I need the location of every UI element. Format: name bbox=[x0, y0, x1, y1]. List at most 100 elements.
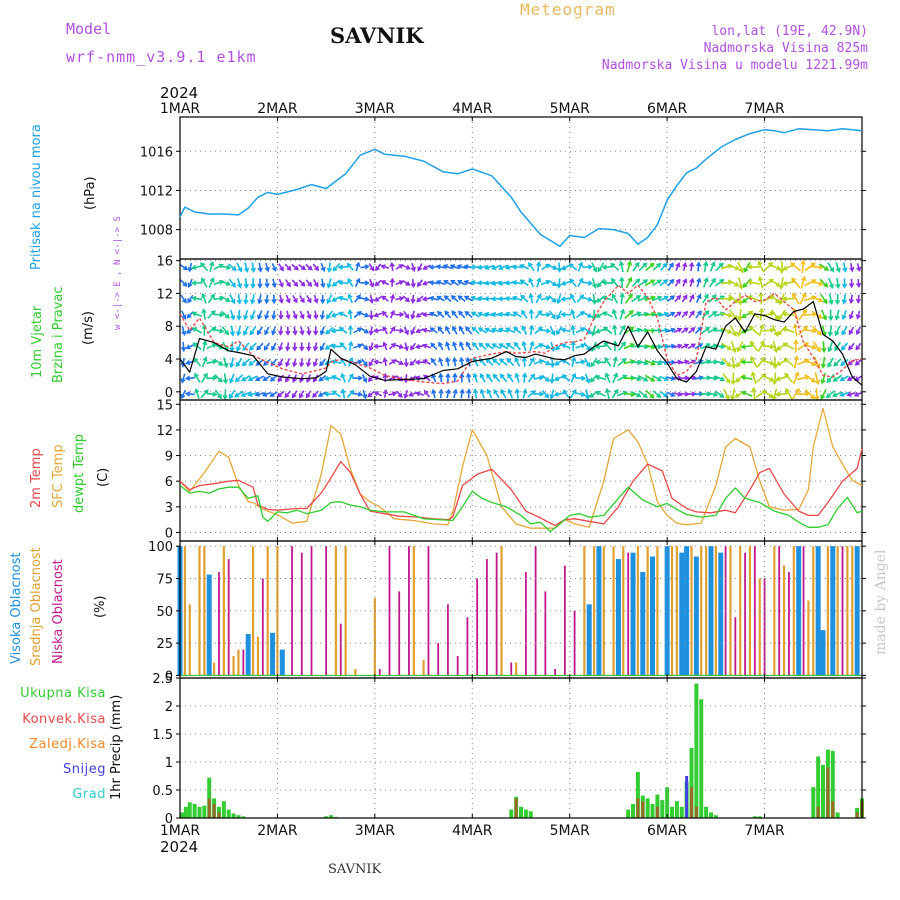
precip-bar bbox=[329, 815, 334, 818]
cloud-bar bbox=[510, 662, 513, 676]
cloud-bar bbox=[612, 546, 615, 676]
precip-bar bbox=[207, 777, 212, 818]
precip-bar bbox=[226, 809, 231, 818]
precip-bar bbox=[699, 699, 704, 818]
cloud-bar bbox=[807, 600, 810, 676]
precip-bar bbox=[816, 756, 821, 818]
cloud-bar bbox=[573, 610, 576, 676]
cloud-bar bbox=[339, 623, 342, 676]
precip-bar bbox=[670, 806, 675, 818]
ytick-label: 16 bbox=[156, 255, 173, 270]
cloud-bar bbox=[251, 546, 255, 676]
xlabel-bottom: 3MAR bbox=[355, 823, 396, 839]
legend-hail: Grad bbox=[72, 787, 106, 802]
cloud-bar bbox=[354, 668, 357, 676]
ytick-label: 1012 bbox=[140, 184, 173, 199]
cloud-bar bbox=[670, 546, 674, 676]
precip-bar bbox=[650, 804, 655, 818]
cloud-bar bbox=[773, 546, 776, 676]
precip-bar bbox=[514, 798, 518, 818]
cloud-bar bbox=[266, 546, 269, 676]
cloud-bar bbox=[826, 546, 829, 676]
wind-speed-line bbox=[179, 301, 863, 386]
cloud-bar bbox=[836, 546, 839, 676]
cloud-bar bbox=[830, 546, 836, 676]
cloud-bar bbox=[279, 649, 285, 676]
precip-bar bbox=[192, 804, 197, 818]
ytick-label: 2.5 bbox=[152, 672, 173, 687]
pressure-line bbox=[179, 128, 863, 248]
ytick-label: 1008 bbox=[140, 224, 173, 239]
precip-bar bbox=[690, 787, 693, 818]
cloud-bar bbox=[245, 634, 251, 676]
cloud-bar bbox=[544, 591, 547, 676]
precip-bar bbox=[835, 812, 840, 818]
precip-bar bbox=[685, 776, 689, 818]
ytick-label: 6 bbox=[165, 475, 173, 490]
cloud-bar bbox=[718, 552, 724, 676]
cloud-bar bbox=[276, 546, 279, 676]
cloud-bar bbox=[554, 668, 556, 676]
precip-bar bbox=[831, 801, 835, 818]
model-name: wrf-nmm_v3.9.1 e1km bbox=[66, 48, 257, 66]
ytick-label: 4 bbox=[165, 353, 173, 368]
precip-bar bbox=[217, 812, 221, 818]
legend-freezing-precip: Zaledj.Kisa bbox=[29, 737, 106, 752]
cloud-bar bbox=[437, 643, 440, 676]
ytick-label: 75 bbox=[156, 572, 173, 587]
precip-bar bbox=[519, 806, 523, 818]
ytick-label: 3 bbox=[165, 501, 173, 516]
ytick-label: 2 bbox=[165, 700, 173, 715]
ytick-label: 0 bbox=[165, 386, 173, 401]
cloud-bar bbox=[640, 572, 646, 676]
cloud-bar bbox=[188, 604, 191, 676]
precip-bar bbox=[631, 804, 636, 818]
cloud-bar bbox=[218, 572, 220, 676]
cloud-bar bbox=[427, 546, 430, 676]
cloud-bar bbox=[792, 546, 795, 676]
cloud-bar bbox=[679, 552, 685, 676]
cloud-bar bbox=[664, 546, 670, 676]
temp2m-line bbox=[179, 448, 863, 527]
year-top: 2024 bbox=[160, 84, 199, 102]
cloud-bar bbox=[524, 572, 527, 676]
cloud-bar bbox=[232, 656, 235, 676]
model-label: Model bbox=[66, 20, 112, 38]
cloud-bar bbox=[841, 546, 844, 676]
cloud-bar bbox=[466, 617, 469, 676]
xlabel-bottom: 5MAR bbox=[550, 823, 591, 839]
coords-text: lon,lat (19E, 42.9N) bbox=[711, 24, 868, 39]
precip-bar bbox=[236, 815, 241, 818]
precip-bar bbox=[202, 805, 207, 818]
model-elevation-text: Nadmorska Visina u modelu 1221.99m bbox=[601, 58, 868, 73]
cloud-bar bbox=[656, 546, 659, 676]
cloud-bar bbox=[270, 632, 276, 676]
precip-bar bbox=[641, 801, 645, 818]
precip-bar bbox=[708, 812, 713, 818]
wind-gust-line bbox=[179, 284, 863, 385]
cloud-bar bbox=[378, 668, 381, 676]
cloud-bar bbox=[183, 546, 186, 676]
precip-bar bbox=[655, 794, 660, 818]
cloud-bar bbox=[198, 546, 201, 676]
cloud-bar bbox=[256, 636, 260, 676]
cloud-bar bbox=[242, 649, 245, 676]
precip-bar bbox=[694, 683, 699, 818]
cloud-bar bbox=[261, 578, 264, 676]
cloud-bar bbox=[456, 656, 459, 676]
cloud-bar bbox=[684, 546, 690, 676]
cloud-bar bbox=[812, 546, 815, 676]
cloud-bar bbox=[788, 572, 790, 676]
cloud-bar bbox=[690, 546, 693, 676]
cloud-bar bbox=[447, 604, 449, 676]
precip-bar bbox=[655, 806, 659, 818]
cloud-bar bbox=[222, 546, 225, 676]
ytick-label: 9 bbox=[165, 450, 173, 465]
cloud-bar bbox=[782, 565, 786, 676]
precip-bar bbox=[704, 806, 709, 818]
ytick-label: 25 bbox=[156, 637, 173, 652]
xlabel-bottom: 4MAR bbox=[452, 823, 493, 839]
panel-precip: 0 0.5 1 1.5 2 2.5 bbox=[152, 672, 866, 827]
precip-bar bbox=[231, 813, 236, 818]
precip-bar bbox=[674, 801, 679, 818]
